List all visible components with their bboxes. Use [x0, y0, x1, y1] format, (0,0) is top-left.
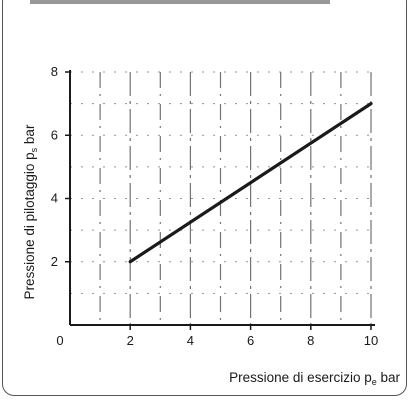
axes [65, 70, 375, 330]
x-tick-label: 8 [307, 333, 314, 348]
x-tick-label: 2 [127, 333, 134, 348]
x-tick-label: 4 [187, 333, 194, 348]
figure-frame [2, 0, 407, 396]
x-tick-label: 0 [56, 333, 63, 348]
cropped-caption-strip [30, 0, 330, 4]
series-group [128, 102, 373, 264]
series-line [128, 102, 373, 264]
y-tick-label: 4 [51, 191, 58, 206]
x-tick-label: 6 [247, 333, 254, 348]
y-tick-label: 8 [51, 64, 58, 79]
x-tick-labels: 0 2 4 6 8 10 [56, 333, 378, 348]
x-axis-title: Pressione di esercizio pe bar [229, 370, 400, 387]
grid-lines [70, 71, 372, 325]
y-axis-title: Pressione di pilotaggio ps bar [22, 124, 39, 299]
y-tick-label: 2 [51, 254, 58, 269]
x-tick-label: 10 [364, 333, 378, 348]
y-tick-labels: 2 4 6 8 [51, 64, 58, 269]
y-tick-label: 6 [51, 127, 58, 142]
